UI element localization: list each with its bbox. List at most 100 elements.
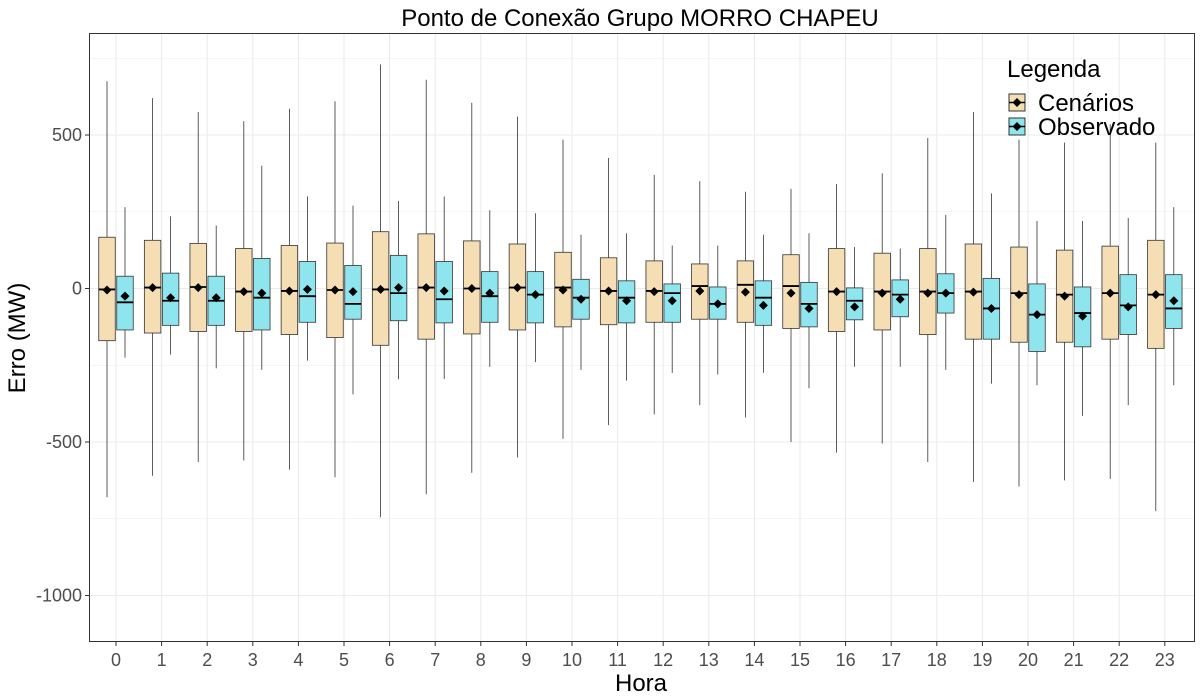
mean-marker [622, 296, 632, 306]
mean-marker [421, 283, 431, 293]
mean-marker [120, 291, 130, 301]
x-tick-label: 16 [836, 650, 856, 670]
box-cenarios [1147, 142, 1165, 512]
x-tick-label: 15 [790, 650, 810, 670]
x-tick-label: 13 [699, 650, 719, 670]
box-observado [800, 233, 818, 389]
boxplots [98, 64, 1183, 518]
box-observado [481, 210, 499, 367]
box-cenarios [326, 101, 344, 478]
x-axis-ticks: 0 1 2 3 4 5 6 7 8 9 10 11 12 13 14 15 16 17 18 19 20 21 22 23 [111, 641, 1175, 670]
box-observado [1119, 217, 1137, 406]
box-observado [891, 248, 909, 367]
y-tick-label: 500 [52, 125, 82, 145]
mean-marker [330, 285, 340, 295]
box-cenarios [1055, 142, 1074, 481]
x-tick-label: 17 [881, 650, 901, 670]
mean-marker [485, 288, 495, 298]
box-observado [161, 216, 180, 355]
mean-marker [941, 288, 951, 298]
box-observado [435, 196, 453, 380]
box-cenarios [782, 188, 800, 442]
box-observado [1073, 220, 1092, 416]
mean-marker [394, 283, 404, 293]
mean-marker [166, 293, 176, 303]
mean-marker [1078, 311, 1088, 321]
x-tick-label: 12 [653, 650, 673, 670]
legend: Legenda Cenários Observado [1007, 56, 1155, 141]
x-tick-label: 21 [1064, 650, 1084, 670]
box-observado [116, 207, 134, 358]
y-tick-label: -500 [46, 432, 82, 452]
mean-marker [758, 300, 768, 310]
box-observado [389, 201, 408, 380]
x-tick-label: 20 [1018, 650, 1038, 670]
mean-marker [439, 286, 449, 296]
y-axis-ticks: 500 0 -500 -1000 [36, 125, 90, 606]
mean-marker [284, 286, 294, 296]
plot-border [89, 33, 1195, 642]
mean-marker [713, 299, 723, 309]
legend-label-cenarios: Cenários [1038, 90, 1134, 117]
x-tick-label: 5 [339, 650, 349, 670]
box-cenarios [645, 174, 663, 415]
mean-marker [877, 288, 887, 298]
legend-key-cenarios [1008, 93, 1026, 112]
x-tick-label: 3 [248, 650, 258, 670]
box-observado [298, 196, 317, 361]
box-observado [253, 165, 271, 370]
box-observado [663, 245, 681, 373]
box-cenarios [143, 98, 162, 476]
y-tick-label: 0 [72, 279, 82, 299]
mean-marker [302, 284, 312, 294]
mean-marker [376, 284, 386, 294]
box-cenarios [873, 173, 891, 444]
box-observado [982, 193, 1001, 384]
x-tick-label: 6 [385, 650, 395, 670]
x-tick-label: 1 [157, 650, 167, 670]
legend-label-observado: Observado [1038, 114, 1155, 141]
mean-marker [1151, 290, 1161, 300]
mean-marker [1123, 302, 1133, 312]
box-cenarios [691, 181, 709, 406]
mean-marker [193, 283, 203, 293]
mean-marker [968, 287, 978, 297]
x-tick-label: 8 [476, 650, 486, 670]
x-tick-label: 22 [1109, 650, 1129, 670]
y-tick-label: -1000 [36, 586, 82, 606]
x-tick-label: 11 [608, 650, 627, 670]
x-tick-label: 7 [430, 650, 440, 670]
box-cenarios [98, 81, 116, 498]
mean-marker [832, 287, 842, 297]
x-tick-label: 4 [293, 650, 303, 670]
box-observado [617, 233, 636, 381]
box-cenarios [417, 79, 435, 495]
mean-marker [1105, 288, 1115, 298]
box-observado [207, 225, 225, 369]
mean-marker [467, 284, 477, 293]
mean-marker [667, 296, 677, 306]
box-cenarios [1101, 124, 1119, 479]
mean-marker [102, 285, 112, 295]
box-observado [572, 234, 590, 370]
x-tick-label: 2 [202, 650, 212, 670]
box-observado [1028, 220, 1046, 386]
box-cenarios [463, 102, 481, 473]
box-observado [526, 213, 545, 363]
x-axis-title: Hora [615, 670, 668, 697]
mean-marker [512, 283, 522, 293]
legend-key-observado [1008, 117, 1026, 136]
box-cenarios [508, 116, 527, 458]
mean-marker [895, 294, 905, 304]
box-cenarios [371, 64, 390, 518]
x-tick-label: 14 [744, 650, 764, 670]
y-axis-title: Erro (MW) [4, 283, 31, 394]
mean-marker [576, 294, 586, 304]
box-cenarios [736, 191, 755, 418]
mean-marker [257, 288, 267, 298]
mean-marker [348, 287, 358, 297]
mean-marker [239, 287, 249, 297]
mean-marker [786, 288, 796, 298]
box-observado [754, 234, 773, 373]
mean-marker [986, 303, 996, 313]
